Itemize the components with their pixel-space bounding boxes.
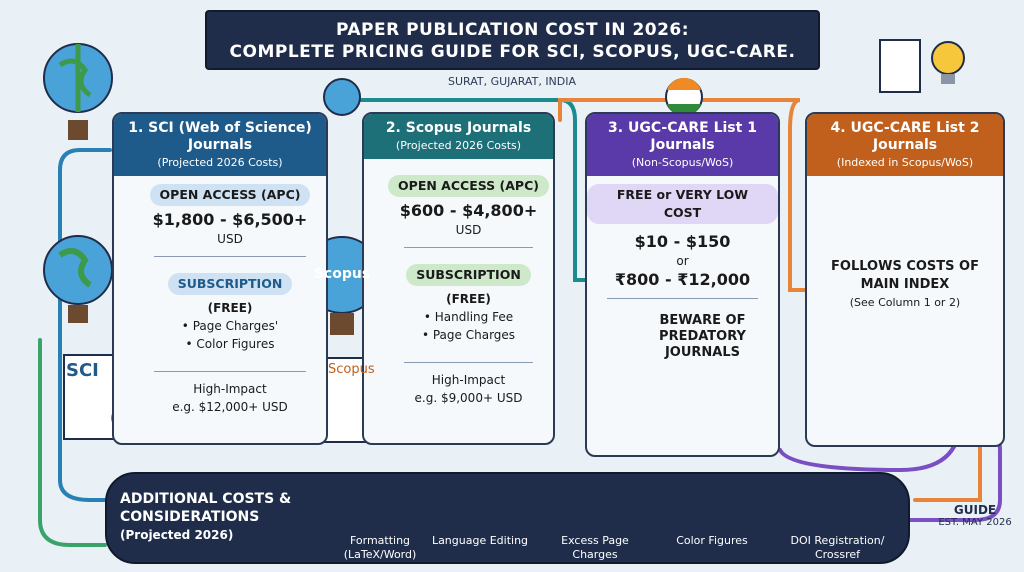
additional-title: ADDITIONAL COSTS & CONSIDERATIONS (Projec… xyxy=(120,490,300,544)
sub-note: (FREE) xyxy=(207,301,253,315)
card-body: FREE or VERY LOW COST $10 - $150 or ₹800… xyxy=(587,176,778,361)
bullet-text: Page Charges xyxy=(432,328,516,342)
card-body: FOLLOWS COSTS OF MAIN INDEX (See Column … xyxy=(807,258,1003,312)
see: (See Column 1 or 2) xyxy=(849,296,961,309)
flag xyxy=(665,77,703,117)
card-title: 1. SCI (Web of Science) Journals xyxy=(128,120,312,153)
warning: BEWARE OF PREDATORY JOURNALS xyxy=(659,313,746,360)
high-label: High-Impact xyxy=(193,382,267,396)
oa-range: $1,800 - $6,500+ xyxy=(152,210,308,229)
bullet: • Color Figures xyxy=(185,337,275,351)
high-example: e.g. $9,000+ USD xyxy=(414,391,523,405)
footer-label: GUIDE xyxy=(953,503,997,517)
title-banner: PAPER PUBLICATION COST IN 2026: COMPLETE… xyxy=(205,10,820,70)
divider xyxy=(404,247,533,248)
card-subtitle: (Projected 2026 Costs) xyxy=(157,156,283,169)
additional-heading: ADDITIONAL COSTS & CONSIDERATIONS xyxy=(120,491,292,525)
card-subtitle: (Projected 2026 Costs) xyxy=(395,139,522,152)
card-header: 3. UGC-CARE List 1 Journals (Non-Scopus/W… xyxy=(587,114,778,176)
footer-date: EST. MAY 2026 xyxy=(938,517,1012,528)
inr-range: ₹800 - ₹12,000 xyxy=(614,270,751,289)
card-ugc2: 4. UGC-CARE List 2 Journals (Indexed in S… xyxy=(805,112,1005,447)
doc-label: SCI xyxy=(66,360,99,381)
bullet: • Page Charges xyxy=(421,328,516,342)
divider xyxy=(404,362,533,363)
oa-label: OPEN ACCESS (APC) xyxy=(388,175,549,197)
globe-label: Scopus xyxy=(313,266,371,282)
footer: GUIDE EST. MAY 2026 xyxy=(930,503,1020,528)
globe-left xyxy=(43,43,113,140)
additional-subtitle: (Projected 2026) xyxy=(120,528,234,542)
title-line: COMPLETE PRICING GUIDE FOR SCI, SCOPUS, … xyxy=(229,42,796,62)
globe-mid xyxy=(43,235,113,323)
divider xyxy=(154,371,306,372)
bullet-text: Color Figures xyxy=(196,337,275,351)
card-body: OPEN ACCESS (APC) $1,800 - $6,500+ USD S… xyxy=(114,176,326,416)
docs-top xyxy=(879,39,921,93)
step: DOI Registration/ Crossref xyxy=(790,534,885,561)
divider xyxy=(607,298,758,299)
bulb xyxy=(931,41,965,84)
high-example: e.g. $12,000+ USD xyxy=(172,400,288,414)
high-label: High-Impact xyxy=(431,373,506,387)
oa-range: $600 - $4,800+ xyxy=(399,201,538,220)
bullet-text: Page Charges' xyxy=(192,319,279,333)
bullet-text: Handling Fee xyxy=(434,310,514,324)
bullet: • Page Charges' xyxy=(181,319,279,333)
card-title: 2. Scopus Journals xyxy=(385,120,532,136)
card-header: 1. SCI (Web of Science) Journals (Project… xyxy=(114,114,326,176)
card-header: 4. UGC-CARE List 2 Journals (Indexed in S… xyxy=(807,114,1003,176)
location: SURAT, GUJARAT, INDIA xyxy=(447,75,577,88)
sub-label: SUBSCRIPTION xyxy=(406,264,531,286)
card-header: 2. Scopus Journals (Projected 2026 Costs) xyxy=(364,114,553,159)
globe-top xyxy=(323,78,361,116)
card-subtitle: (Indexed in Scopus/WoS) xyxy=(836,156,974,169)
step: Color Figures xyxy=(676,534,748,547)
doc-label: Scopus xyxy=(328,362,375,377)
usd-range: $10 - $150 xyxy=(634,232,731,251)
sub-note: (FREE) xyxy=(446,292,491,306)
card-subtitle: (Non-Scopus/WoS) xyxy=(631,156,734,169)
note: FOLLOWS COSTS OF MAIN INDEX xyxy=(831,259,979,292)
title-line: PAPER PUBLICATION COST IN 2026: xyxy=(335,20,690,40)
bullet: • Handling Fee xyxy=(423,310,514,324)
divider xyxy=(154,256,306,257)
step: Excess Page Charges xyxy=(561,534,629,561)
card-body: OPEN ACCESS (APC) $600 - $4,800+ USD SUB… xyxy=(364,159,553,407)
card-sci: 1. SCI (Web of Science) Journals (Project… xyxy=(112,112,328,445)
oa-label: OPEN ACCESS (APC) xyxy=(149,184,311,206)
card-ugc1: 3. UGC-CARE List 1 Journals (Non-Scopus/W… xyxy=(585,112,780,457)
oa-unit: USD xyxy=(217,232,243,246)
card-title: 4. UGC-CARE List 2 Journals xyxy=(830,120,980,153)
additional-bar xyxy=(105,472,910,564)
card-scopus: 2. Scopus Journals (Projected 2026 Costs)… xyxy=(362,112,555,445)
or: or xyxy=(676,254,689,268)
card-title: 3. UGC-CARE List 1 Journals xyxy=(608,120,757,153)
sub-label: SUBSCRIPTION xyxy=(167,273,293,295)
oa-unit: USD xyxy=(455,223,482,237)
cost-label: FREE or VERY LOW COST xyxy=(587,184,778,224)
step: Language Editing xyxy=(431,534,529,547)
step: Formatting (LaTeX/Word) xyxy=(343,534,417,561)
